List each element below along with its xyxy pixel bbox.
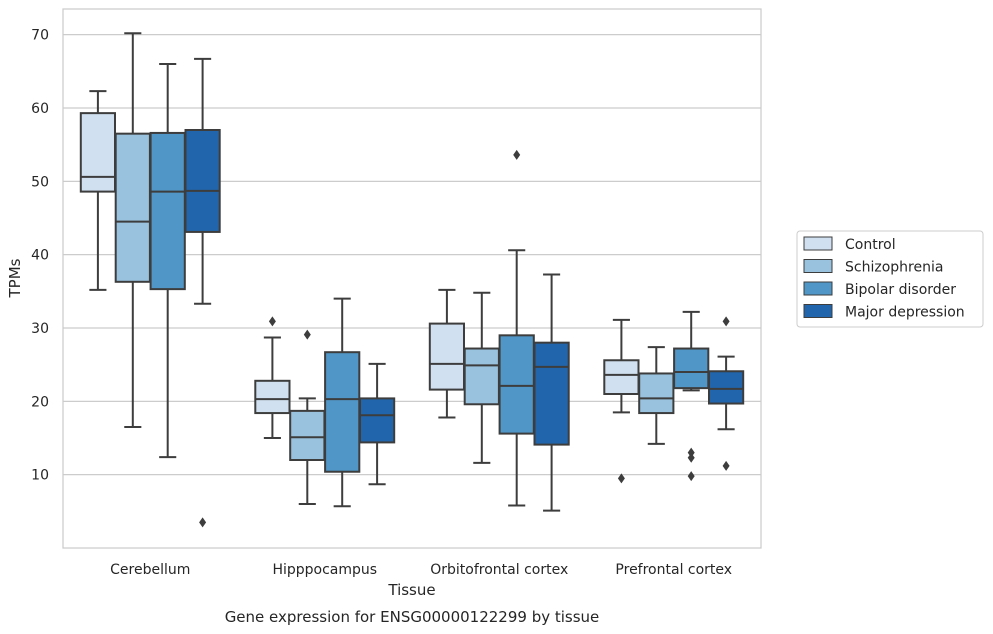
outlier-point (303, 329, 311, 340)
box-iqr (428, 322, 466, 391)
category-group (603, 310, 745, 484)
chart-caption: Gene expression for ENSG00000122299 by t… (225, 608, 600, 626)
legend-label: Control (845, 237, 896, 253)
box-iqr (638, 372, 675, 415)
plot-frame (62, 8, 762, 549)
outlier-point (722, 316, 730, 327)
box-iqr (324, 351, 361, 473)
legend-swatch (803, 259, 833, 273)
category-group (254, 297, 396, 508)
y-tick-label: 60 (31, 101, 49, 117)
y-axis-label: TPMs (6, 258, 24, 298)
legend-swatch (803, 304, 833, 318)
x-axis-label: Tissue (387, 581, 435, 599)
box-groups (79, 32, 745, 528)
x-tick-label: Cerebellum (110, 562, 190, 578)
box-iqr (533, 341, 570, 446)
box (638, 346, 675, 445)
outlier-point (687, 447, 695, 458)
legend-frame (796, 230, 984, 328)
box-iqr (603, 359, 640, 395)
box (358, 362, 396, 486)
outlier-point (722, 460, 730, 471)
box-iqr (289, 409, 326, 462)
y-tick-label: 20 (31, 394, 49, 410)
box (324, 297, 361, 508)
box (533, 273, 570, 512)
y-tick-labels: 10 20 30 40 50 60 70 (31, 28, 49, 484)
box (289, 329, 326, 505)
box (603, 318, 640, 484)
box-iqr (184, 129, 221, 233)
outlier-point (199, 517, 207, 528)
box (114, 32, 151, 428)
legend-label: Bipolar disorder (845, 282, 956, 298)
y-tick-label: 30 (31, 321, 49, 337)
legend-swatch (803, 281, 833, 296)
box-iqr (79, 112, 117, 193)
category-group (428, 149, 570, 512)
outlier-point (687, 471, 695, 482)
x-tick-label: Orbitofrontal cortex (430, 562, 568, 578)
box-iqr (498, 334, 535, 435)
outlier-point (513, 149, 521, 160)
outlier-point (617, 473, 625, 484)
x-tick-labels: Cerebellum Hipppocampus Orbitofrontal cort… (110, 562, 732, 578)
box (149, 63, 186, 459)
box-iqr (707, 370, 745, 405)
legend-label: Schizophrenia (845, 260, 943, 276)
legend-label: Major depression (845, 305, 965, 321)
box-iqr (463, 347, 500, 406)
box (673, 310, 710, 482)
legend-swatch (803, 236, 833, 251)
box (184, 57, 221, 528)
y-tick-label: 10 (31, 468, 49, 484)
y-tick-label: 40 (31, 248, 49, 264)
box (498, 149, 535, 507)
box-iqr (254, 379, 291, 415)
x-tick-label: Prefrontal cortex (615, 562, 732, 578)
box (707, 316, 745, 471)
box-iqr (358, 397, 396, 444)
y-tick-label: 70 (31, 28, 49, 44)
category-group (79, 32, 221, 528)
y-tick-label: 50 (31, 174, 49, 190)
outlier-point (687, 452, 695, 463)
box-iqr (114, 132, 151, 283)
legend: Control Schizophrenia Bipolar disorder Majo… (796, 230, 984, 328)
outlier-point (268, 316, 276, 327)
box (428, 288, 466, 419)
box-iqr (149, 131, 186, 291)
box (254, 316, 291, 439)
box-iqr (673, 347, 710, 390)
x-tick-label: Hipppocampus (272, 562, 377, 578)
